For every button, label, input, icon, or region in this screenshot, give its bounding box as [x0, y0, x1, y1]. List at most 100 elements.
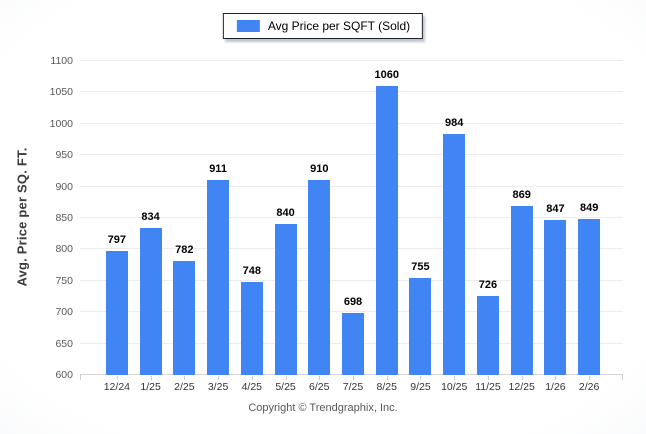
- x-axis-tick-label: 11/25: [475, 381, 501, 393]
- x-axis-tick-label: 4/25: [241, 381, 263, 393]
- bar-value-label: 782: [175, 243, 194, 256]
- legend: Avg Price per SQFT (Sold): [222, 13, 424, 39]
- x-axis-tick-label: 12/25: [508, 381, 535, 393]
- bars-layer: 797 834 782 911 748 840 910 698 1060 755 984 726 869…: [100, 61, 606, 380]
- x-axis-tick-label: 3/25: [207, 381, 229, 393]
- y-axis-tick-label: 1100: [50, 55, 73, 67]
- x-axis-tick: [218, 376, 220, 380]
- gridline: [80, 311, 623, 313]
- bar: [105, 251, 128, 375]
- bar-value-label: 748: [242, 265, 261, 278]
- bar: [578, 218, 601, 375]
- x-axis-tick: [353, 376, 354, 380]
- bar-value-label: 834: [141, 211, 160, 224]
- x-axis-tick-label: 1/26: [545, 381, 566, 393]
- gridline: [80, 185, 623, 187]
- x-axis-tick-label: 7/25: [342, 381, 364, 393]
- x-axis-tick-label: 8/25: [376, 381, 397, 393]
- bar-value-label: 698: [343, 296, 363, 309]
- bar: [240, 282, 263, 375]
- gridline: [80, 279, 623, 281]
- y-axis-tick-label: 800: [55, 243, 73, 256]
- bar-group-6-25: 910: [302, 61, 336, 380]
- y-axis-tick-label: 700: [55, 306, 73, 319]
- bar-value-label: 849: [579, 201, 599, 214]
- legend-swatch-icon: [236, 20, 260, 32]
- y-axis-tick-label: 650: [55, 337, 73, 350]
- bar: [409, 277, 432, 375]
- bar: [139, 228, 162, 375]
- copyright-text: Copyright © Trendgraphix, Inc.: [248, 402, 398, 414]
- x-axis-tick-label: 5/25: [275, 381, 296, 393]
- x-axis-tick: [420, 376, 422, 380]
- bar-value-label: 869: [512, 189, 531, 202]
- x-axis-tick-label: 1/25: [140, 381, 161, 393]
- bar-group-5-25: 840: [269, 61, 303, 380]
- bar-group-3-25: 911: [201, 61, 235, 380]
- bar-value-label: 984: [445, 116, 464, 129]
- y-axis-tick-label: 1050: [49, 86, 73, 99]
- bar: [510, 206, 533, 375]
- y-axis-tick-labels: 600 650 700 750 800 850 900 950 1000 1050 1100: [23, 55, 73, 381]
- bar-value-label: 911: [209, 162, 227, 175]
- y-axis-tick-label: 600: [55, 369, 73, 381]
- bar: [476, 295, 499, 375]
- x-axis-tick-label: 2/25: [174, 381, 195, 393]
- x-axis-tick: [184, 376, 186, 380]
- gridline: [80, 91, 623, 93]
- bar-group-9-25: 755: [404, 61, 438, 380]
- gridline: [80, 217, 623, 218]
- x-axis-tick: [319, 376, 321, 380]
- bar: [443, 133, 466, 375]
- bar: [173, 260, 196, 375]
- bar-value-label: 797: [107, 234, 127, 247]
- gridline: [80, 60, 623, 61]
- x-axis-tick: [555, 376, 557, 380]
- y-axis-tick-label: 850: [55, 212, 73, 224]
- x-axis-tick: [589, 376, 591, 380]
- x-axis-tick: [116, 376, 118, 380]
- bar-value-label: 726: [478, 278, 498, 291]
- bar: [375, 86, 398, 375]
- bar-group-12-24: 797: [100, 61, 134, 380]
- gridline: [80, 248, 623, 250]
- x-axis-tick: [251, 376, 253, 380]
- x-axis-tick: [150, 376, 152, 380]
- x-axis-tick: [285, 376, 287, 380]
- x-axis-tick-label: 6/25: [309, 381, 330, 393]
- x-axis-tick-label: 2/26: [578, 381, 600, 393]
- y-axis-tick-label: 900: [55, 180, 73, 193]
- bar-value-label: 840: [276, 207, 295, 220]
- bar-group-2-26: 849: [572, 61, 606, 380]
- bar-group-10-25: 984: [437, 61, 471, 380]
- bar-group-1-25: 834: [134, 61, 168, 380]
- y-axis-tick-label: 1000: [49, 117, 73, 130]
- x-axis-tick-labels: 12/24 1/25 2/25 3/25 4/25 5/25 6/25 7/25 8/25 9/2…: [100, 375, 606, 393]
- y-axis-tick-label: 750: [55, 274, 73, 287]
- legend-label: Avg Price per SQFT (Sold): [267, 19, 411, 33]
- bar-group-1-26: 847: [539, 61, 573, 380]
- x-axis-tick: [386, 376, 388, 380]
- bar-group-4-25: 748: [235, 61, 269, 380]
- gridline: [80, 154, 623, 156]
- bar-value-label: 910: [310, 163, 329, 176]
- bar-value-label: 1060: [374, 69, 399, 82]
- bar: [544, 219, 567, 375]
- x-axis-tick: [521, 376, 523, 380]
- gridline: [80, 122, 623, 124]
- plot-area: 600 650 700 750 800 850 900 950 1000 1050 1100 797…: [50, 55, 623, 393]
- bar-value-label: 847: [546, 202, 565, 215]
- bar: [207, 179, 230, 375]
- bar-value-label: 755: [411, 260, 430, 273]
- axis-end-tick: [622, 375, 623, 380]
- bar: [308, 180, 331, 375]
- y-axis-tick-label: 950: [55, 149, 73, 162]
- bar-group-8-25: 1060: [370, 61, 404, 380]
- bar: [342, 313, 364, 375]
- bar-group-7-25: 698: [336, 61, 370, 380]
- bar-group-2-25: 782: [167, 61, 201, 380]
- x-axis-tick-label: 9/25: [410, 381, 431, 393]
- x-axis-tick: [487, 376, 489, 380]
- x-axis-tick-label: 10/25: [441, 381, 468, 393]
- bar-group-11-25: 726: [471, 61, 505, 380]
